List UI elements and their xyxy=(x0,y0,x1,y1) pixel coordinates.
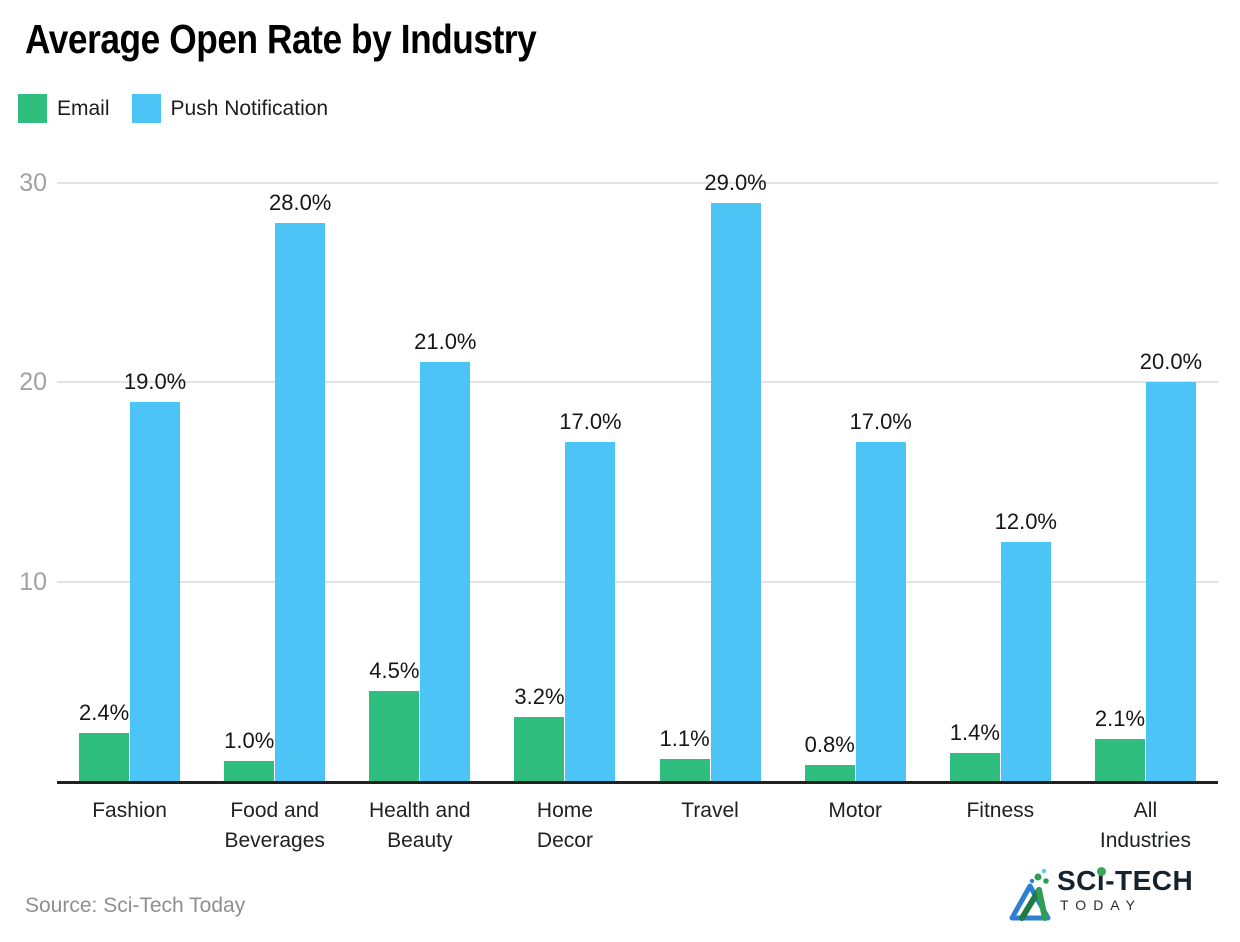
chart-title: Average Open Rate by Industry xyxy=(25,16,537,62)
gridline-20 xyxy=(57,381,1218,384)
bar-group-home-decor: 3.2% 17.0% xyxy=(492,183,637,781)
bar-email-health-and-beauty: 4.5% xyxy=(369,658,419,781)
x-axis-label-home-decor: Home Decor xyxy=(536,799,593,852)
x-axis-label-motor: Motor xyxy=(828,799,883,822)
legend: Email Push Notification xyxy=(18,94,328,123)
bar-value-label: 17.0% xyxy=(849,409,912,435)
legend-swatch-push-notification-icon xyxy=(131,94,161,123)
bar-value-label: 0.8% xyxy=(804,732,855,758)
x-axis-label-all-industries: All Industries xyxy=(1099,799,1191,852)
bar-value-label: 19.0% xyxy=(123,369,187,395)
bar-value-label: 1.4% xyxy=(949,720,1000,746)
bar-group-fitness: 1.4% 12.0% xyxy=(928,183,1073,781)
bar-push-notification-fitness: 12.0% xyxy=(995,509,1057,781)
bar-value-label: 21.0% xyxy=(414,329,477,355)
bar-value-label: 29.0% xyxy=(704,169,767,195)
bar-group-travel: 1.1% 29.0% xyxy=(638,170,783,781)
bar-push-notification-home-decor: 17.0% xyxy=(559,409,622,781)
plot-area: 2.4% 19.0% 1.0% 28.0% 4.5% 21.0% 3.2% 17.0% 1.1%… xyxy=(57,170,1218,784)
y-axis-tick-10: 10 xyxy=(19,567,47,596)
bar-value-label: 3.2% xyxy=(514,684,565,710)
bar-value-label: 20.0% xyxy=(1139,349,1203,375)
scitech-logo-text: SCi-TECH TODAY xyxy=(1057,865,1194,914)
x-axis-labels: Fashion Food and Beverages Health and Beau… xyxy=(57,796,1218,856)
bar-push-notification-fashion: 19.0% xyxy=(124,369,186,781)
scitech-logo-wordmark: SCi-TECH xyxy=(1057,865,1194,896)
bar-value-label: 12.0% xyxy=(994,508,1058,534)
bar-push-notification-all-industries: 20.0% xyxy=(1140,349,1202,781)
legend-item-email: Email xyxy=(18,94,110,123)
scitech-logo: SCi-TECH TODAY xyxy=(1004,866,1193,922)
scitech-logo-i: i xyxy=(1096,865,1107,896)
gridline-10 xyxy=(57,580,1218,583)
x-axis-label-travel: Travel xyxy=(681,799,739,822)
scitech-logo-today: TODAY xyxy=(1060,897,1142,913)
bar-value-label: 1.1% xyxy=(659,726,710,752)
x-axis-label-fashion: Fashion xyxy=(92,799,167,822)
gridline-30 xyxy=(57,182,1218,184)
y-axis-tick-20: 20 xyxy=(19,368,47,397)
bar-push-notification-travel: 29.0% xyxy=(704,170,767,781)
bar-group-all-industries: 2.1% 20.0% xyxy=(1073,183,1218,781)
bar-email-motor: 0.8% xyxy=(805,732,855,781)
bar-email-food-and-beverages: 1.0% xyxy=(224,728,274,781)
x-axis-label-food-and-beverages: Food and Beverages xyxy=(224,799,325,852)
y-axis-tick-30: 30 xyxy=(19,169,47,197)
bar-email-fashion: 2.4% xyxy=(79,700,129,781)
legend-label-push-notification: Push Notification xyxy=(170,96,329,120)
legend-label-email: Email xyxy=(57,96,110,120)
bar-value-label: 2.4% xyxy=(78,700,130,726)
legend-swatch-email-icon xyxy=(18,94,47,123)
bar-value-label: 4.5% xyxy=(369,658,420,684)
bar-group-food-and-beverages: 1.0% 28.0% xyxy=(202,183,347,781)
bar-value-label: 28.0% xyxy=(268,189,332,215)
bar-push-notification-motor: 17.0% xyxy=(849,409,912,781)
bar-value-label: 2.1% xyxy=(1094,706,1146,732)
legend-item-push-notification: Push Notification xyxy=(131,94,329,123)
bar-email-fitness: 1.4% xyxy=(950,720,1000,781)
x-axis-label-fitness: Fitness xyxy=(966,799,1035,822)
bar-push-notification-health-and-beauty: 21.0% xyxy=(414,329,477,781)
bar-value-label: 1.0% xyxy=(224,728,275,754)
bar-push-notification-food-and-beverages: 28.0% xyxy=(269,190,331,781)
bar-group-motor: 0.8% 17.0% xyxy=(783,183,928,781)
bar-email-all-industries: 2.1% xyxy=(1095,706,1145,781)
bar-value-label: 17.0% xyxy=(559,409,622,435)
bar-email-travel: 1.1% xyxy=(659,726,710,781)
scitech-logo-mark-icon xyxy=(1009,868,1051,921)
bar-group-health-and-beauty: 4.5% 21.0% xyxy=(347,183,492,781)
y-axis-labels: 10 20 30 xyxy=(0,170,47,781)
source-note: Source: Sci-Tech Today xyxy=(25,894,246,917)
x-axis-label-health-and-beauty: Health and Beauty xyxy=(369,799,471,852)
bar-group-fashion: 2.4% 19.0% xyxy=(57,183,202,781)
bar-email-home-decor: 3.2% xyxy=(514,684,565,781)
